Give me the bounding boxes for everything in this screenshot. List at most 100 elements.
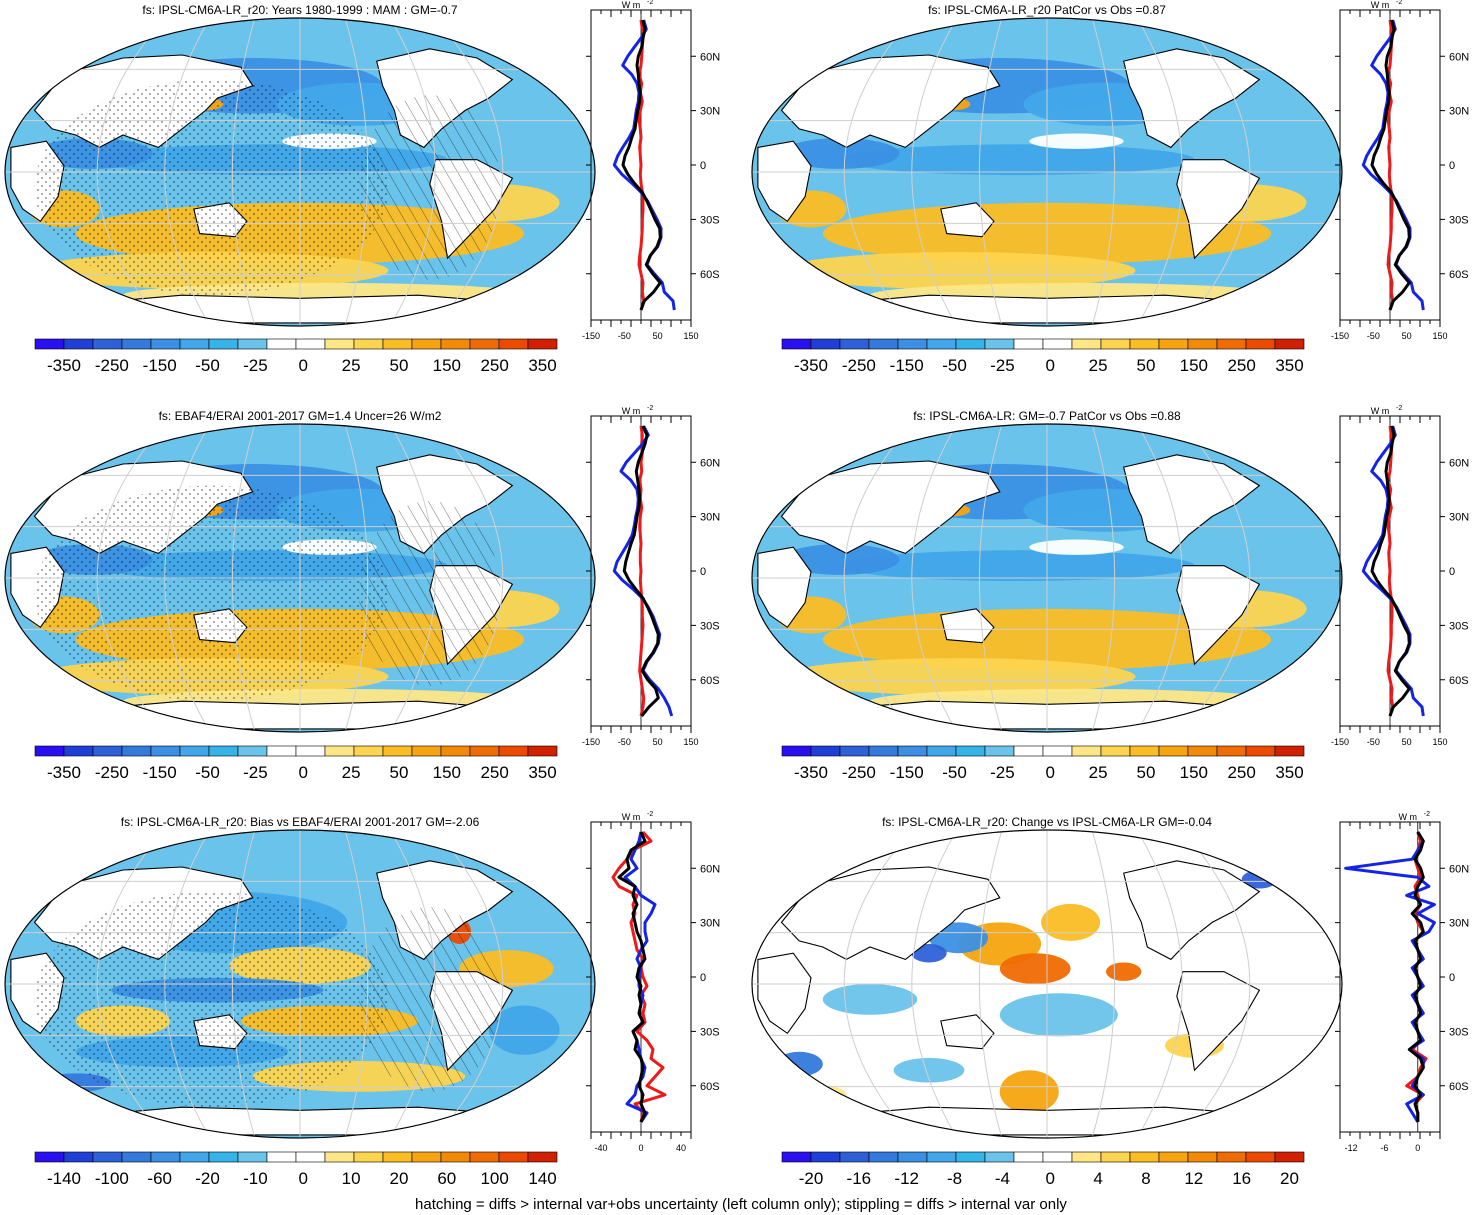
continent-eurasia (780, 866, 1001, 961)
colorbar-label: -20 (799, 1169, 824, 1188)
lat-label: 30N (1449, 918, 1469, 930)
map-field-region (781, 138, 900, 169)
colorbar-label: 8 (1141, 1169, 1150, 1188)
lat-label: 0 (1449, 972, 1455, 984)
graticule-longitude (843, 830, 913, 1138)
graticule-longitude (978, 18, 1003, 326)
zonal-units-exponent: -2 (647, 405, 653, 412)
colorbar-swatch (984, 338, 1015, 350)
lat-label: 60N (1449, 51, 1469, 63)
graticule-longitude (1136, 830, 1183, 1138)
colorbar-label: 50 (389, 356, 408, 375)
zonal-units: W m (622, 812, 641, 822)
colorbar-swatch (63, 1151, 94, 1163)
colorbar-swatch (382, 338, 413, 350)
colorbar-swatch (527, 338, 558, 350)
colorbar-swatch (1187, 338, 1218, 350)
colorbar-swatch (839, 745, 870, 757)
colorbar-swatch (1129, 1151, 1160, 1163)
x-tick-label: 50 (1402, 737, 1412, 747)
x-tick-label: -50 (1367, 331, 1380, 341)
x-tick-label: -150 (1331, 737, 1349, 747)
colorbar-label: -350 (794, 356, 828, 375)
colorbar-label: 140 (528, 1169, 556, 1188)
colorbar-swatch (92, 745, 123, 757)
lat-label: 30N (700, 106, 720, 118)
series-line-red (1386, 19, 1395, 311)
colorbar-swatch (926, 1151, 957, 1163)
colorbar-label: -100 (95, 1169, 129, 1188)
graticule-longitude (911, 424, 958, 732)
colorbar-swatch (382, 1151, 413, 1163)
map-field (5, 830, 595, 1138)
colorbar-swatch (781, 338, 812, 350)
lat-label: 0 (1449, 160, 1455, 172)
hatching (359, 94, 501, 280)
colorbar-swatch (266, 745, 297, 757)
colorbar-swatch (150, 338, 181, 350)
map-field-region (1041, 903, 1101, 941)
lat-label: 30N (700, 918, 720, 930)
colorbar-label: -50 (195, 763, 220, 782)
colorbar-swatch (781, 745, 812, 757)
colorbar-swatch (150, 745, 181, 757)
graticule-longitude (344, 830, 369, 1138)
graticule-longitude (164, 424, 211, 732)
colorbar-swatch (1274, 1151, 1305, 1163)
panel-title: fs: EBAF4/ERAI 2001-2017 GM=1.4 Uncer=26… (159, 409, 442, 423)
series-line-black (622, 425, 660, 717)
colorbar-swatch (897, 338, 928, 350)
zonal-units: W m (1399, 812, 1418, 822)
colorbar-swatch (179, 745, 210, 757)
colorbar-swatch (1129, 745, 1160, 757)
graticule-longitude (389, 18, 436, 326)
panel-p5: fs: IPSL-CM6A-LR_r20: Bias vs EBAF4/ERAI… (4, 811, 720, 1188)
series-line-black (621, 19, 662, 311)
colorbar-swatch (266, 1151, 297, 1163)
map-field-region (822, 984, 918, 1015)
lat-label: 60S (1449, 675, 1469, 687)
graticule-longitude (344, 424, 369, 732)
map-field (5, 18, 595, 326)
colorbar-swatch (411, 1151, 442, 1163)
lat-label: 60N (1449, 457, 1469, 469)
series-line-red (637, 19, 646, 311)
x-tick-label: 50 (653, 737, 663, 747)
colorbar-label: 12 (1184, 1169, 1203, 1188)
colorbar-swatch (353, 338, 384, 350)
panel-p1: fs: IPSL-CM6A-LR_r20: Years 1980-1999 : … (4, 0, 720, 375)
map-frame (4, 423, 596, 733)
colorbar-swatch (179, 1151, 210, 1163)
colorbar-swatch (353, 745, 384, 757)
colorbar-swatch (1274, 338, 1305, 350)
colorbar-swatch (498, 745, 529, 757)
colorbar-swatch (324, 745, 355, 757)
colorbar-swatch (469, 338, 500, 350)
x-tick-label: 150 (1432, 331, 1447, 341)
colorbar-label: 50 (389, 763, 408, 782)
colorbar-label: 150 (433, 356, 461, 375)
colorbar-swatch (150, 1151, 181, 1163)
colorbar-swatch (1274, 745, 1305, 757)
graticule-longitude (843, 18, 913, 326)
colorbar-swatch (1100, 338, 1131, 350)
panel-title: fs: IPSL-CM6A-LR_r20 PatCor vs Obs =0.87 (928, 3, 1166, 17)
colorbar-swatch (440, 338, 471, 350)
colorbar-label: 25 (1089, 356, 1108, 375)
panel-title: fs: IPSL-CM6A-LR_r20: Years 1980-1999 : … (142, 3, 457, 17)
colorbar-label: 350 (528, 356, 556, 375)
x-tick-label: 40 (676, 1143, 686, 1153)
colorbar-label: 0 (299, 1169, 308, 1188)
series-line-red (1386, 425, 1395, 717)
colorbar-swatch (266, 338, 297, 350)
lat-label: 60N (700, 863, 720, 875)
colorbar-swatch (295, 1151, 326, 1163)
colorbar-label: -50 (942, 356, 967, 375)
colorbar-swatch (984, 745, 1015, 757)
colorbar-label: 50 (1136, 356, 1155, 375)
colorbar-swatch (237, 338, 268, 350)
colorbar-swatch (121, 745, 152, 757)
graticule-longitude (1136, 18, 1183, 326)
zonal-units-exponent: -2 (647, 0, 653, 6)
